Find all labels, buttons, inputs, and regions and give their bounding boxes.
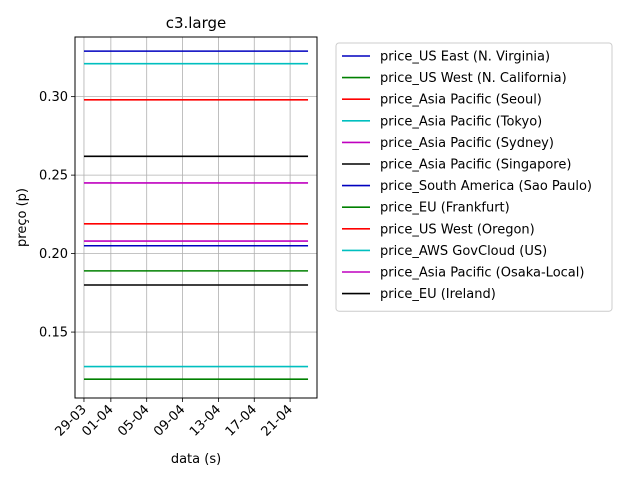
chart-title: c3.large (166, 14, 227, 32)
y-axis-label: preço (p) (15, 188, 30, 247)
legend-label: price_Asia Pacific (Seoul) (380, 93, 542, 108)
y-tick-label: 0.20 (39, 247, 68, 262)
x-tick-label: 21-04 (259, 402, 296, 439)
x-tick-label: 13-04 (187, 402, 224, 439)
legend-label: price_US West (N. California) (380, 71, 567, 86)
x-tick-label: 17-04 (223, 402, 260, 439)
x-axis-label: data (s) (171, 452, 221, 467)
y-tick-label: 0.15 (39, 326, 68, 341)
legend-label: price_Asia Pacific (Singapore) (380, 158, 571, 173)
x-tick-label: 09-04 (151, 402, 188, 439)
x-tick-label: 05-04 (115, 402, 152, 439)
legend-label: price_Asia Pacific (Osaka-Local) (380, 266, 584, 281)
legend-label: price_EU (Frankfurt) (380, 201, 510, 216)
legend-label: price_EU (Ireland) (380, 287, 496, 302)
plot-frame (74, 36, 318, 399)
y-tick-label: 0.25 (39, 169, 68, 184)
x-tick-label: 01-04 (79, 402, 116, 439)
legend-label: price_US West (Oregon) (380, 222, 535, 237)
legend-label: price_AWS GovCloud (US) (380, 244, 547, 259)
y-tick-label: 0.30 (39, 90, 68, 105)
legend: price_US East (N. Virginia) price_US West… (335, 42, 613, 312)
legend-label: price_South America (Sao Paulo) (380, 179, 592, 194)
series-lines (83, 50, 309, 380)
grid (75, 37, 317, 398)
axis-ticks: 0.150.200.250.3029-0301-0405-0409-0413-0… (39, 90, 296, 439)
legend-label: price_Asia Pacific (Sydney) (380, 136, 554, 151)
legend-label: price_Asia Pacific (Tokyo) (380, 114, 542, 129)
legend-label: price_US East (N. Virginia) (380, 50, 550, 65)
legend-box (335, 42, 613, 312)
